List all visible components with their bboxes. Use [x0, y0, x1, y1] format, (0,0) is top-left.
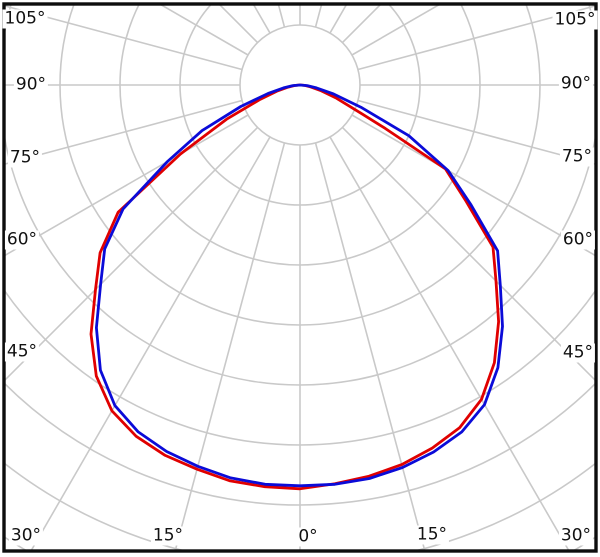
grid-spoke [357, 99, 596, 166]
angle-label: 60° [4, 229, 40, 250]
angle-label: 45° [4, 341, 40, 362]
angle-label: 60° [560, 229, 596, 250]
grid-spoke [174, 142, 286, 551]
angle-label: 90° [558, 73, 594, 94]
grid-spoke [329, 136, 570, 551]
grid-spoke [30, 136, 271, 551]
angle-label: 105° [552, 9, 598, 30]
angle-label: 105° [2, 8, 48, 29]
angle-label: 75° [7, 147, 43, 168]
angle-label: 15° [150, 525, 186, 546]
grid-spoke [4, 114, 249, 257]
grid-spoke [4, 99, 243, 166]
grid-spoke [351, 114, 596, 257]
angle-label: 0° [296, 526, 320, 547]
grid-spoke [314, 142, 426, 551]
angle-label: 30° [8, 525, 44, 546]
grid-spoke [341, 126, 596, 383]
curve-blue [95, 83, 504, 488]
intensity-curves [89, 83, 504, 491]
angle-label: 90° [13, 74, 49, 95]
angle-label: 75° [559, 146, 595, 167]
angle-label: 45° [560, 342, 596, 363]
grid-spoke [357, 4, 596, 71]
grid-spoke [4, 126, 259, 383]
angle-label: 15° [414, 524, 450, 545]
angle-label: 30° [558, 525, 594, 546]
grid-spoke [4, 4, 243, 71]
